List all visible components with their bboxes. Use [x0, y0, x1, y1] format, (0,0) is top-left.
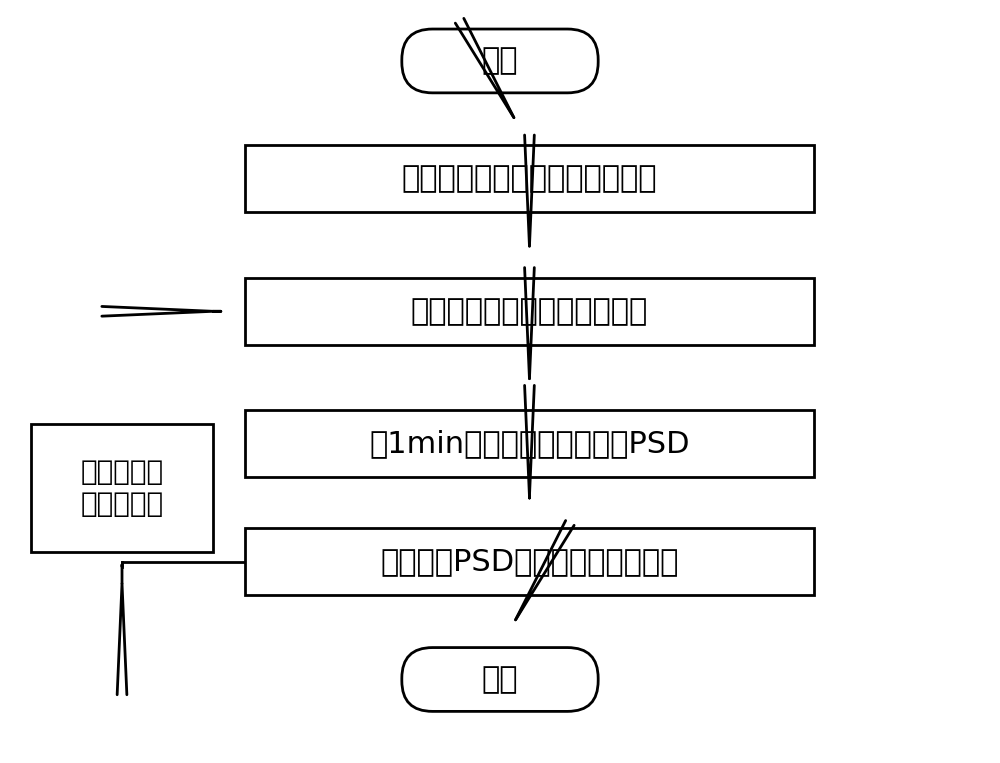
Bar [31, 424, 213, 552]
Text: 结束: 结束 [482, 665, 518, 694]
Text: 按1min划分若干段，分别求PSD: 按1min划分若干段，分别求PSD [369, 430, 690, 459]
FancyBboxPatch shape [402, 648, 598, 711]
Text: 求取各段PSD的最大值，形成包络: 求取各段PSD的最大值，形成包络 [380, 547, 679, 576]
Text: 开始: 开始 [482, 47, 518, 76]
Text: 去除零漂，使信号平均值为零: 去除零漂，使信号平均值为零 [411, 297, 648, 326]
Bar [245, 528, 814, 595]
FancyBboxPatch shape [402, 29, 598, 93]
Text: 遍历所有测
点各个方向: 遍历所有测 点各个方向 [80, 458, 164, 518]
Bar [245, 410, 814, 477]
Text: 读取剔除异常干扰后的时域数据: 读取剔除异常干扰后的时域数据 [402, 164, 657, 193]
Bar [245, 278, 814, 345]
Bar [245, 146, 814, 212]
